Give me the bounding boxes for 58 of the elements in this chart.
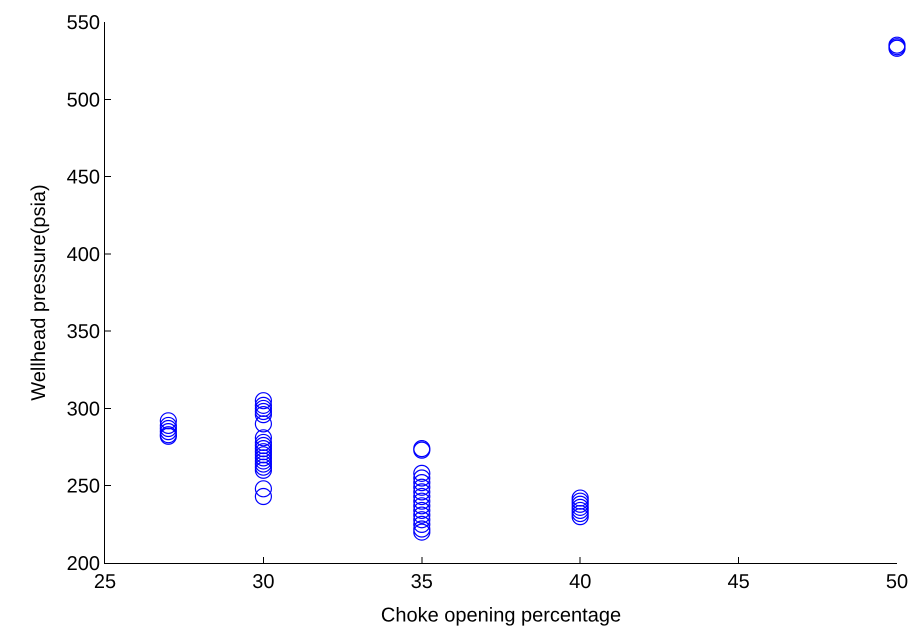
y-tick-label: 400 xyxy=(66,244,100,266)
point xyxy=(254,458,272,476)
point xyxy=(413,474,430,492)
point xyxy=(572,492,589,510)
point xyxy=(572,489,589,507)
point xyxy=(254,434,272,452)
point xyxy=(413,506,430,524)
point xyxy=(254,440,272,458)
point xyxy=(572,508,589,526)
point xyxy=(413,464,430,482)
point xyxy=(254,462,272,479)
point xyxy=(254,443,272,460)
point xyxy=(572,504,589,522)
point xyxy=(413,497,430,514)
y-tick-label: 250 xyxy=(66,476,100,498)
point xyxy=(254,400,272,418)
y-tick-label: 350 xyxy=(66,321,100,344)
x-tick-label: 40 xyxy=(569,571,592,593)
point xyxy=(413,523,430,541)
point xyxy=(572,498,589,516)
point xyxy=(254,392,272,410)
point xyxy=(413,520,430,538)
point xyxy=(254,455,272,473)
point xyxy=(413,511,430,528)
point xyxy=(254,406,272,424)
point xyxy=(413,469,430,487)
point xyxy=(413,516,430,533)
point xyxy=(254,449,272,466)
y-tick-label: 450 xyxy=(66,166,100,189)
point xyxy=(254,429,272,446)
x-tick-label: 50 xyxy=(886,571,908,593)
point xyxy=(254,436,272,454)
point xyxy=(254,446,272,464)
point xyxy=(413,478,430,496)
point xyxy=(572,502,589,520)
point xyxy=(160,416,177,434)
point xyxy=(254,402,272,420)
point xyxy=(254,452,272,470)
point xyxy=(413,502,430,520)
point xyxy=(413,488,430,506)
point xyxy=(254,415,272,432)
y-axis-title: Wellhead pressure(psia) xyxy=(28,184,50,401)
point xyxy=(572,496,589,513)
point xyxy=(254,488,272,506)
point xyxy=(160,412,177,430)
y-tick-label: 550 xyxy=(66,12,100,34)
point xyxy=(413,483,430,500)
point xyxy=(254,396,272,414)
point xyxy=(413,492,430,510)
point xyxy=(160,420,177,438)
x-tick-label: 30 xyxy=(252,571,275,593)
x-tick-label: 35 xyxy=(410,571,433,593)
x-axis-title: Choke opening percentage xyxy=(380,604,622,626)
x-tick-label: 45 xyxy=(727,571,750,593)
y-tick-label: 500 xyxy=(66,89,100,112)
y-tick-label: 300 xyxy=(66,398,100,420)
point xyxy=(254,480,272,498)
point xyxy=(160,423,177,440)
